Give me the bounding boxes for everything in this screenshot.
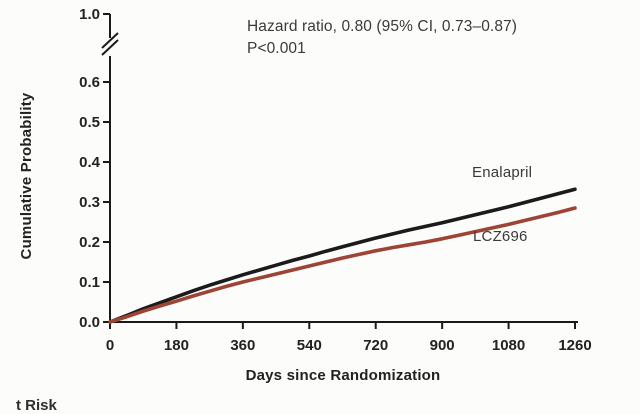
x-tick-label: 1260 bbox=[558, 337, 591, 354]
x-tick-label: 0 bbox=[106, 337, 114, 354]
x-tick-label: 360 bbox=[230, 337, 255, 354]
x-tick-label: 1080 bbox=[492, 337, 525, 354]
enalapril-curve-label: Enalapril bbox=[472, 164, 533, 181]
lcz696-curve-label: LCZ696 bbox=[473, 228, 528, 245]
at-risk-partial-label: t Risk bbox=[16, 397, 57, 414]
x-tick-label: 900 bbox=[430, 337, 455, 354]
axis-break-slash bbox=[101, 32, 119, 49]
hazard-ratio-annotation: Hazard ratio, 0.80 (95% CI, 0.73–0.87) P… bbox=[247, 16, 517, 60]
p-value-line: P<0.001 bbox=[247, 40, 306, 57]
x-axis-title: Days since Randomization bbox=[245, 367, 441, 384]
x-tick-label: 720 bbox=[363, 337, 388, 354]
x-tick-label: 540 bbox=[297, 337, 322, 354]
y-tick-label-top: 1.0 bbox=[79, 6, 100, 23]
y-tick-label: 0.6 bbox=[79, 74, 100, 91]
y-tick-label: 0.0 bbox=[79, 314, 100, 331]
y-tick-label: 0.3 bbox=[79, 194, 100, 211]
hazard-ratio-line: Hazard ratio, 0.80 (95% CI, 0.73–0.87) bbox=[247, 18, 518, 35]
axis-break-slash bbox=[101, 39, 119, 56]
y-axis-title: Cumulative Probability bbox=[18, 92, 35, 260]
series-line-enalapril bbox=[108, 187, 577, 324]
y-tick-label: 0.1 bbox=[79, 274, 100, 291]
x-tick-label: 180 bbox=[164, 337, 189, 354]
y-tick-label: 0.2 bbox=[79, 234, 100, 251]
y-tick-label: 0.4 bbox=[79, 154, 101, 171]
y-tick-label: 0.5 bbox=[79, 114, 100, 131]
series-line-lcz696 bbox=[108, 206, 577, 324]
